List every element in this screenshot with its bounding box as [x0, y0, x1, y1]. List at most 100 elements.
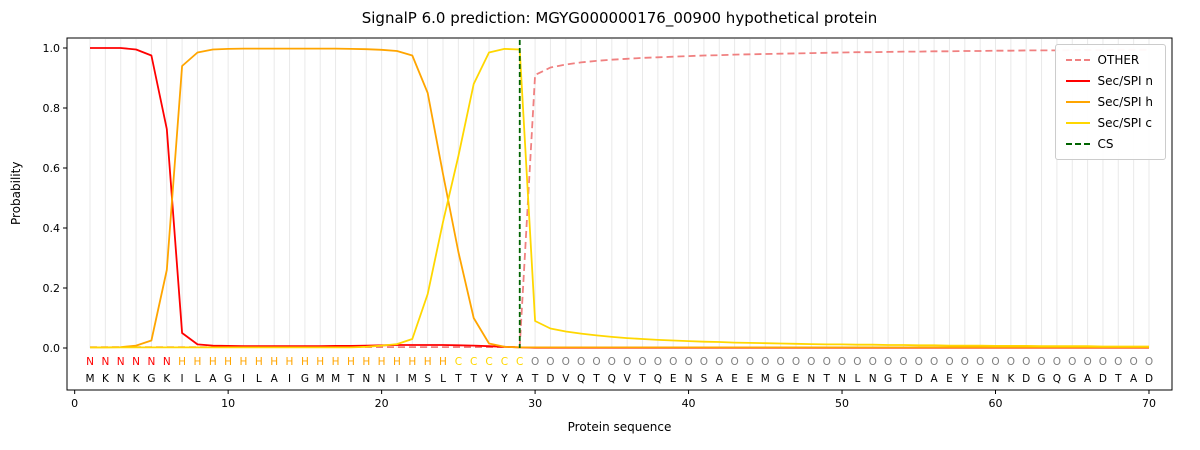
svg-text:H: H [408, 356, 416, 368]
plot-border [66, 37, 1173, 391]
svg-text:30: 30 [528, 397, 542, 410]
svg-text:O: O [961, 356, 969, 368]
svg-text:C: C [485, 356, 492, 368]
svg-text:A: A [516, 373, 524, 385]
svg-text:O: O [638, 356, 646, 368]
svg-text:H: H [209, 356, 217, 368]
svg-text:L: L [440, 373, 446, 385]
svg-text:A: A [1084, 373, 1092, 385]
other-line-sample [1065, 59, 1090, 61]
sec-spi-h-line-sample [1065, 101, 1090, 103]
svg-text:O: O [1037, 356, 1045, 368]
svg-text:N: N [117, 356, 125, 368]
legend-label-sec-spi-h: Sec/SPI h [1097, 95, 1153, 109]
svg-text:Q: Q [608, 373, 616, 385]
svg-text:I: I [395, 373, 398, 385]
svg-text:H: H [424, 356, 432, 368]
svg-text:A: A [1130, 373, 1138, 385]
svg-text:A: A [716, 373, 724, 385]
svg-text:O: O [669, 356, 677, 368]
svg-text:O: O [899, 356, 907, 368]
svg-text:V: V [485, 373, 493, 385]
svg-text:N: N [101, 356, 109, 368]
svg-text:G: G [224, 373, 232, 385]
svg-text:K: K [1007, 373, 1015, 385]
svg-text:H: H [439, 356, 447, 368]
svg-text:O: O [1068, 356, 1076, 368]
svg-text:V: V [562, 373, 570, 385]
svg-text:V: V [624, 373, 632, 385]
svg-text:G: G [1037, 373, 1045, 385]
svg-text:0.0: 0.0 [43, 342, 61, 355]
svg-text:M: M [761, 373, 770, 385]
legend: OTHER Sec/SPI n Sec/SPI h Sec/SPI c CS [1054, 44, 1166, 160]
svg-text:E: E [793, 373, 800, 385]
series-line-other [90, 48, 1149, 349]
y-axis-ticks: 0.0 0.2 0.4 0.6 0.8 1.0 [43, 42, 67, 355]
svg-text:O: O [730, 356, 738, 368]
series-line-sec-spi-h [90, 47, 1149, 349]
svg-text:O: O [853, 356, 861, 368]
svg-text:O: O [531, 356, 539, 368]
svg-text:H: H [393, 356, 401, 368]
svg-text:D: D [915, 373, 923, 385]
svg-text:N: N [992, 373, 1000, 385]
svg-text:60: 60 [989, 397, 1003, 410]
svg-text:N: N [117, 373, 125, 385]
svg-text:N: N [869, 373, 877, 385]
svg-text:O: O [884, 356, 892, 368]
x-axis-label: Protein sequence [567, 420, 672, 434]
svg-text:D: D [546, 373, 554, 385]
legend-item-sec-spi-n: Sec/SPI n [1065, 74, 1153, 88]
svg-text:G: G [884, 373, 892, 385]
svg-text:T: T [454, 373, 462, 385]
svg-text:O: O [746, 356, 754, 368]
svg-text:1.0: 1.0 [43, 42, 61, 55]
svg-text:D: D [1145, 373, 1153, 385]
svg-text:O: O [562, 356, 570, 368]
svg-text:O: O [976, 356, 984, 368]
svg-text:A: A [931, 373, 939, 385]
svg-text:E: E [946, 373, 953, 385]
svg-text:H: H [332, 356, 340, 368]
svg-text:O: O [1129, 356, 1137, 368]
legend-item-sec-spi-c: Sec/SPI c [1065, 116, 1153, 130]
svg-text:G: G [301, 373, 309, 385]
svg-text:H: H [301, 356, 309, 368]
svg-text:S: S [701, 373, 708, 385]
svg-text:T: T [469, 373, 477, 385]
svg-text:T: T [1114, 373, 1122, 385]
svg-text:N: N [163, 356, 171, 368]
svg-text:O: O [915, 356, 923, 368]
svg-text:C: C [501, 356, 508, 368]
sec-spi-c-line-sample [1065, 122, 1090, 124]
svg-text:H: H [255, 356, 263, 368]
svg-text:L: L [256, 373, 262, 385]
svg-text:D: D [1022, 373, 1030, 385]
svg-text:O: O [700, 356, 708, 368]
svg-text:O: O [761, 356, 769, 368]
svg-text:N: N [838, 373, 846, 385]
svg-text:K: K [102, 373, 110, 385]
svg-text:S: S [424, 373, 431, 385]
svg-text:N: N [362, 373, 370, 385]
svg-text:T: T [592, 373, 600, 385]
legend-item-sec-spi-h: Sec/SPI h [1065, 95, 1153, 109]
svg-text:A: A [271, 373, 279, 385]
svg-text:70: 70 [1142, 397, 1156, 410]
svg-text:0.2: 0.2 [43, 282, 61, 295]
svg-text:O: O [930, 356, 938, 368]
svg-text:G: G [777, 373, 785, 385]
svg-text:H: H [362, 356, 370, 368]
svg-text:T: T [822, 373, 830, 385]
svg-text:20: 20 [375, 397, 389, 410]
svg-text:M: M [331, 373, 340, 385]
svg-text:E: E [977, 373, 984, 385]
legend-label-sec-spi-n: Sec/SPI n [1097, 74, 1153, 88]
svg-text:Q: Q [577, 373, 585, 385]
svg-text:Y: Y [961, 373, 969, 385]
svg-text:O: O [792, 356, 800, 368]
svg-text:O: O [592, 356, 600, 368]
svg-text:O: O [869, 356, 877, 368]
